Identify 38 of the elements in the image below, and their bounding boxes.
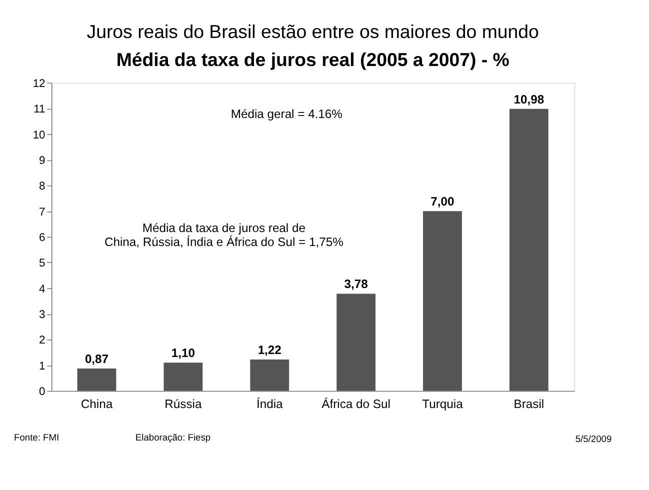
data-label: 10,98 [514, 92, 544, 106]
x-tick-label: Brasil [514, 397, 544, 412]
y-tick-label: 1 [39, 360, 46, 372]
source-note: Fonte: FMI [14, 432, 60, 442]
annotation: Média geral = 4.16% [230, 107, 343, 122]
bar [77, 368, 116, 391]
data-label: 7,00 [430, 194, 455, 208]
chart-subtitle: Média da taxa de juros real (2005 a 2007) - % [116, 48, 510, 70]
y-tick-label: 6 [39, 232, 46, 244]
x-tick-label: Índia [256, 397, 284, 412]
text: Elaboração: Fiesp [135, 432, 211, 442]
y-tick-label: 12 [32, 78, 46, 90]
data-label: 1,10 [171, 346, 196, 360]
bar [509, 108, 548, 391]
text: 5/5/2009 [575, 434, 612, 444]
y-tick-label: 2 [39, 334, 46, 347]
data-label: 1,22 [258, 342, 282, 357]
data-label: 3,78 [344, 277, 368, 292]
y-tick-label: 5 [39, 258, 46, 270]
bar [250, 360, 290, 391]
bar [423, 211, 462, 391]
y-tick-label: 7 [39, 206, 46, 218]
y-tick-label: 0 [39, 386, 46, 398]
bar [164, 362, 203, 391]
bar [336, 294, 376, 391]
y-tick-label: 8 [39, 180, 46, 193]
y-tick-label: 9 [39, 154, 46, 167]
y-tick-label: 3 [39, 309, 46, 322]
chart-title: Juros reais do Brasil estão entre os maiores do mundo [86, 20, 539, 42]
y-tick-label: 10 [32, 129, 46, 142]
x-tick-label: China [80, 397, 113, 412]
data-label: 0,87 [84, 352, 109, 366]
x-tick-label: Rússia [164, 397, 202, 412]
y-tick-label: 4 [39, 283, 46, 296]
annotation: Média da taxa de juros real de China, Rússia, Índia e África do Sul = 1,75% [104, 221, 344, 250]
y-tick-label: 11 [34, 104, 46, 116]
x-tick-label: Turquia [422, 397, 464, 412]
x-tick-label: África do Sul [322, 397, 390, 412]
